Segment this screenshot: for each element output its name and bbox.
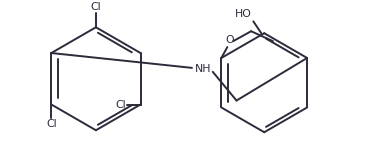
Text: NH: NH — [195, 64, 211, 74]
Text: Cl: Cl — [90, 2, 101, 12]
Text: O: O — [225, 35, 234, 45]
Text: Cl: Cl — [115, 100, 126, 109]
Text: HO: HO — [234, 9, 251, 19]
Text: Cl: Cl — [46, 119, 57, 129]
